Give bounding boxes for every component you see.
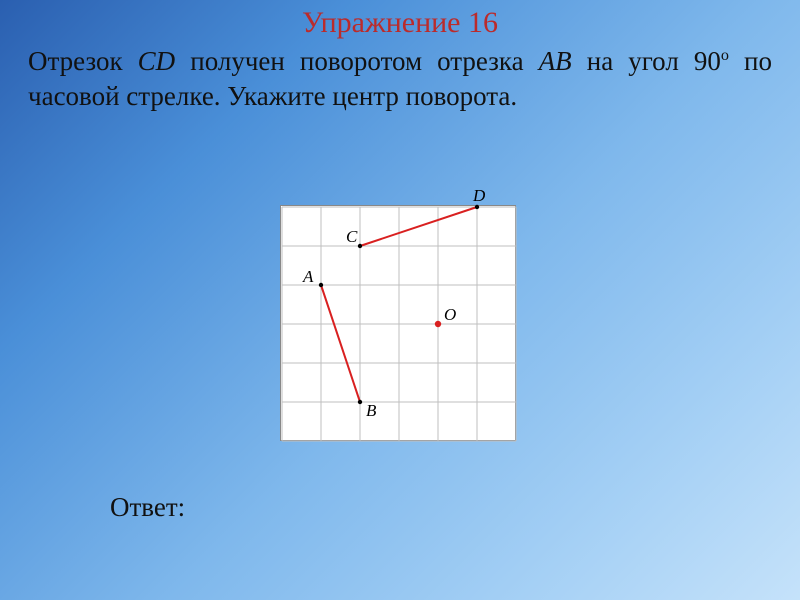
svg-text:C: C [346,227,358,246]
problem-text: Отрезок CD получен поворотом отрезка AB … [28,46,772,111]
answer-label-block: Ответ: [110,492,185,523]
svg-text:B: B [366,401,377,420]
svg-text:O: O [444,305,456,324]
answer-label: Ответ: [110,492,185,522]
geometry-diagram: ABCDO [280,205,516,441]
exercise-title-text: Упражнение 16 [302,6,498,39]
problem-statement: Отрезок CD получен поворотом отрезка AB … [0,40,800,113]
diagram-svg: ABCDO [281,206,517,442]
svg-text:A: A [302,267,314,286]
svg-text:D: D [472,186,486,205]
exercise-title: Упражнение 16 [0,0,800,40]
